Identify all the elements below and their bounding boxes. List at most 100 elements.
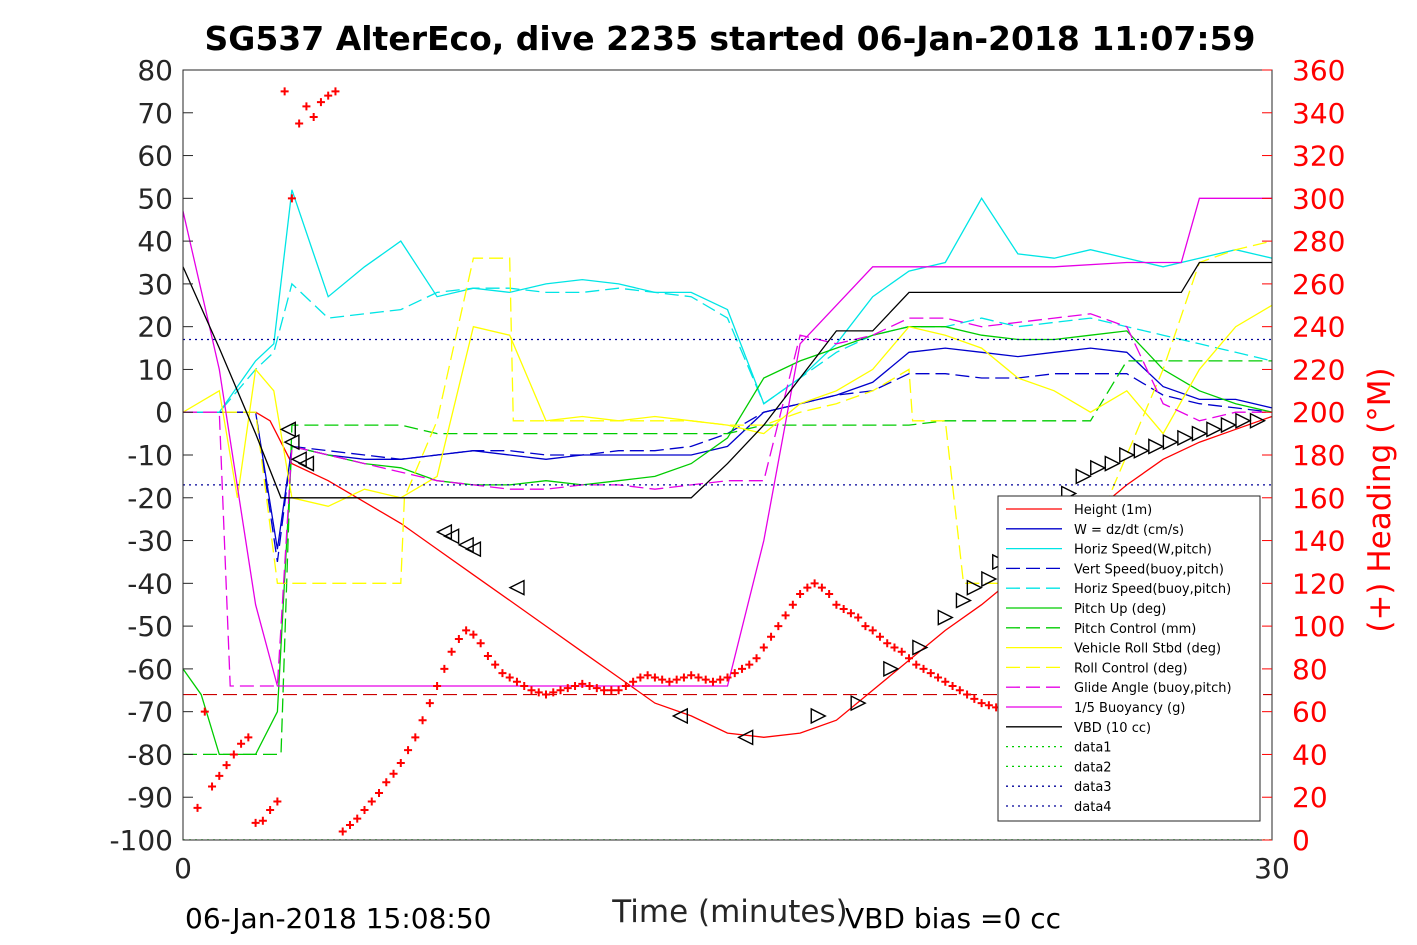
heading-point: [955, 686, 964, 695]
heading-point: [926, 669, 935, 678]
legend-label: Pitch Up (deg): [1074, 602, 1166, 617]
x-tick-label: 0: [174, 852, 192, 885]
heading-point: [193, 803, 202, 812]
y-tick-right-label: 200: [1292, 396, 1345, 429]
legend-label: VBD (10 cc): [1074, 721, 1151, 736]
legend-label: data1: [1074, 741, 1112, 756]
series-line-2: [183, 189, 1272, 413]
y-tick-left-label: -50: [127, 610, 173, 643]
heading-point: [454, 634, 463, 643]
heading-point: [396, 759, 405, 767]
legend-label: 1/5 Buoyancy (g): [1074, 701, 1185, 716]
triangle-marker: [1177, 429, 1194, 447]
legend-label: Horiz Speed(W,pitch): [1074, 543, 1212, 558]
heading-point: [629, 677, 638, 686]
triangle-marker: [912, 639, 929, 656]
heading-point: [360, 806, 369, 815]
heading-point: [854, 613, 863, 622]
y-tick-left-label: 10: [137, 353, 173, 386]
heading-point: [781, 611, 790, 620]
triangle-marker: [1206, 421, 1223, 438]
legend-label: Height (1m): [1074, 503, 1152, 518]
heading-point: [600, 686, 609, 695]
y-tick-left-label: 40: [137, 225, 173, 258]
heading-point: [948, 682, 957, 690]
triangle-marker: [1119, 446, 1136, 464]
triangle-marker: [850, 694, 867, 712]
heading-point: [469, 630, 478, 639]
heading-point: [614, 686, 623, 695]
series-line-10: [183, 197, 1272, 687]
series-line-3: [183, 373, 1272, 562]
heading-point: [375, 788, 384, 797]
heading-point: [389, 769, 398, 778]
heading-point: [447, 647, 456, 656]
heading-point: [404, 746, 413, 755]
heading-point: [324, 91, 333, 100]
heading-point: [512, 677, 521, 686]
triangle-marker: [435, 523, 453, 541]
triangle-marker: [1148, 438, 1165, 455]
heading-point: [367, 797, 376, 806]
y-tick-right-label: 340: [1292, 97, 1345, 130]
heading-point: [912, 660, 921, 669]
legend-box: [997, 495, 1261, 822]
triangle-marker: [937, 609, 954, 626]
heading-point: [527, 686, 536, 695]
heading-point: [251, 818, 260, 827]
x-axis-label: Time (minutes): [611, 894, 847, 930]
heading-point: [687, 671, 696, 680]
chart-title: SG537 AlterEco, dive 2235 started 06-Jan…: [204, 19, 1255, 58]
heading-point: [963, 690, 972, 699]
heading-point: [832, 600, 841, 609]
heading-point: [266, 806, 275, 815]
heading-point: [462, 626, 471, 635]
heading-point: [759, 643, 768, 652]
heading-point: [672, 675, 681, 684]
heading-point: [650, 673, 659, 682]
heading-point: [331, 87, 340, 96]
triangle-marker: [279, 421, 296, 438]
y-tick-left-label: -90: [127, 781, 173, 814]
y-tick-right-label: 100: [1292, 610, 1345, 643]
y-tick-right-label: 240: [1292, 311, 1345, 344]
triangle-marker: [883, 660, 900, 678]
heading-point: [825, 590, 834, 599]
heading-point: [585, 682, 594, 690]
triangle-marker: [1075, 468, 1092, 485]
y-tick-right-label: 140: [1292, 525, 1345, 558]
y-tick-left-label: 30: [137, 268, 173, 301]
y-tick-right-label: 360: [1292, 54, 1345, 87]
heading-point: [716, 675, 725, 684]
legend-label: data3: [1074, 780, 1112, 795]
heading-point: [578, 679, 587, 688]
triangle-marker: [1090, 459, 1107, 476]
triangle-marker: [810, 707, 827, 725]
y-tick-left-label: 0: [155, 396, 173, 429]
triangle-marker: [981, 570, 998, 588]
heading-point: [774, 622, 783, 631]
heading-point: [563, 684, 572, 693]
y-tick-right-label: 220: [1292, 353, 1345, 386]
y-tick-left-label: -80: [127, 738, 173, 771]
heading-point: [287, 194, 296, 203]
y-tick-left-label: -70: [127, 696, 173, 729]
triangle-marker: [737, 729, 754, 746]
y-tick-left-label: 70: [137, 97, 173, 130]
heading-point: [665, 677, 674, 686]
heading-point: [316, 98, 325, 107]
heading-point: [897, 647, 906, 656]
triangle-marker: [1104, 455, 1121, 472]
series-line-6: [183, 360, 1272, 756]
y-tick-left-label: -20: [127, 482, 173, 515]
series-line-9: [183, 313, 1272, 687]
heading-point: [796, 590, 805, 599]
y-tick-right-label: 300: [1292, 182, 1345, 215]
heading-point: [817, 583, 826, 592]
y-tick-right-label: 20: [1292, 781, 1328, 814]
y-tick-left-label: 20: [137, 311, 173, 344]
heading-point: [353, 814, 362, 823]
heading-point: [571, 682, 580, 690]
heading-point: [875, 632, 884, 641]
